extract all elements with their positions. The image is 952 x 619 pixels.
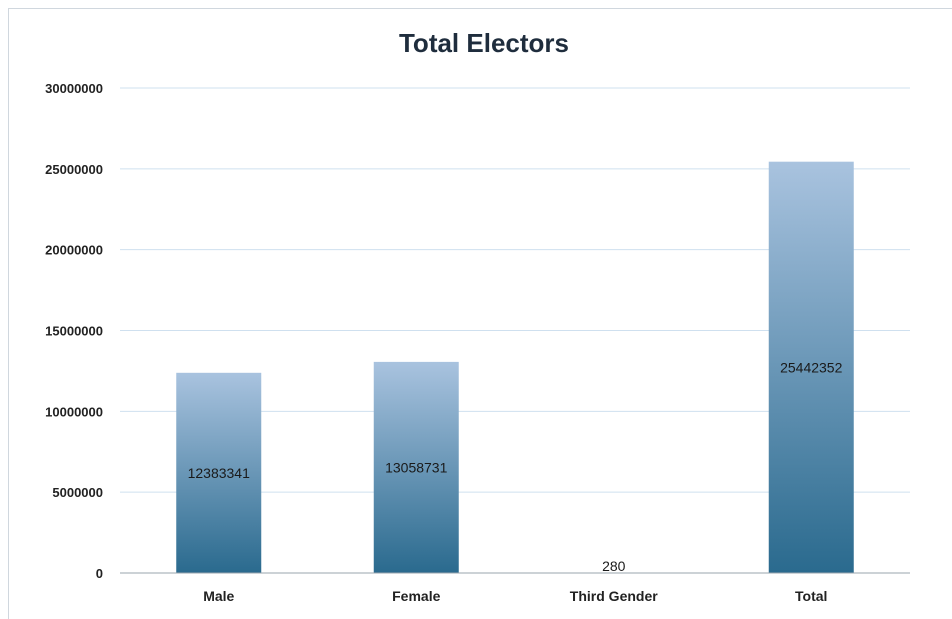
x-tick-label: Male bbox=[203, 588, 234, 604]
chart-frame bbox=[8, 8, 952, 619]
data-labels: 12383341 13058731 280 25442352 bbox=[188, 359, 843, 574]
x-tick-label: Female bbox=[392, 588, 440, 604]
y-tick-label: 15000000 bbox=[45, 324, 103, 339]
x-tick-label: Third Gender bbox=[570, 588, 658, 604]
data-label: 12383341 bbox=[188, 465, 251, 481]
y-tick-label: 30000000 bbox=[45, 81, 103, 96]
data-label: 13058731 bbox=[385, 459, 448, 475]
y-tick-label: 20000000 bbox=[45, 243, 103, 258]
bars bbox=[176, 161, 854, 573]
bar-female bbox=[373, 361, 459, 573]
y-tick-label: 5000000 bbox=[52, 485, 103, 500]
x-axis-ticks: Male Female Third Gender Total bbox=[203, 588, 827, 604]
y-tick-label: 0 bbox=[96, 566, 103, 581]
data-label: 25442352 bbox=[780, 359, 843, 375]
chart-title: Total Electors bbox=[399, 28, 569, 58]
y-tick-label: 10000000 bbox=[45, 404, 103, 419]
x-tick-label: Total bbox=[795, 588, 827, 604]
y-axis-ticks: 0 5000000 10000000 15000000 20000000 25000000… bbox=[45, 81, 103, 581]
data-label: 280 bbox=[602, 558, 626, 574]
y-tick-label: 25000000 bbox=[45, 162, 103, 177]
bar-male bbox=[176, 372, 262, 573]
bar-total bbox=[768, 161, 854, 573]
